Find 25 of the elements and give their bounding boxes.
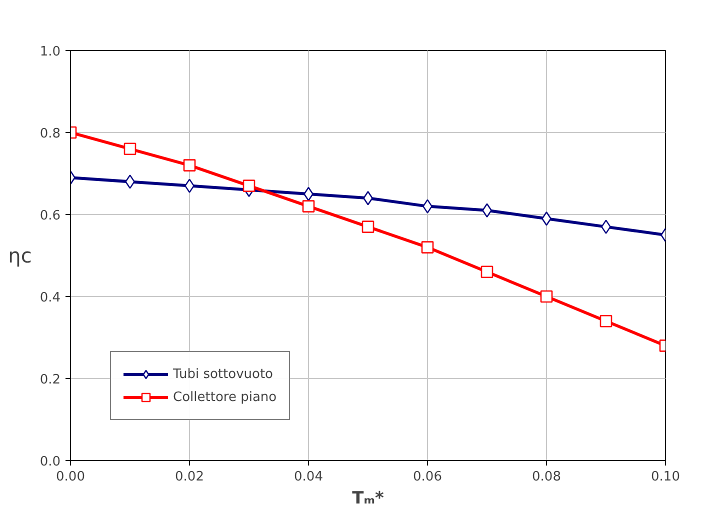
point (600, 314, 612, 328)
x-tick-label: 0.08 (532, 470, 561, 484)
y-tick-label: 0.4 (40, 290, 61, 306)
point (242, 180, 256, 192)
x-tick-label: 0.00 (56, 470, 85, 484)
y-axis-title: ηc (8, 244, 32, 268)
y-tick-label: 0.8 (40, 126, 61, 142)
point (124, 142, 136, 156)
point (421, 241, 434, 254)
legend-label: Tubi sottovuoto (173, 366, 274, 382)
x-tick-label: 0.02 (175, 470, 204, 484)
point (302, 200, 315, 212)
point (480, 266, 494, 278)
y-tick-label: 0.6 (40, 208, 61, 224)
point (183, 159, 196, 172)
legend-label: Collettore piano (173, 390, 277, 404)
point (540, 290, 553, 303)
x-tick-label: 0.04 (294, 470, 323, 484)
y-tick-label: 1.0 (40, 44, 61, 60)
point (362, 220, 374, 233)
x-tick-label: 0.06 (413, 470, 442, 484)
x-tick-label: 0.10 (651, 470, 680, 484)
y-tick-label: 0.0 (40, 454, 61, 470)
x-axis-title: Tₘ* (352, 488, 384, 508)
y-tick-label: 0.2 (40, 372, 61, 388)
